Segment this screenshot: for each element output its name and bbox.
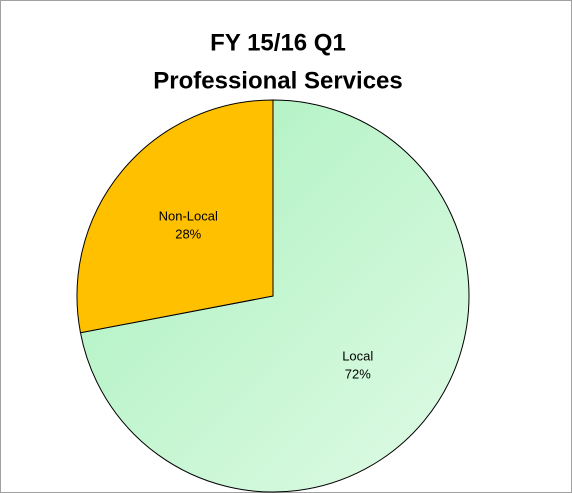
pie-slice xyxy=(79,99,470,493)
slice-value: 72% xyxy=(345,367,371,382)
chart-title: Professional Services xyxy=(153,67,402,94)
pie-slice xyxy=(76,99,274,334)
slice-label: Local xyxy=(342,349,373,364)
slice-label: Non-Local xyxy=(159,208,218,223)
chart-title: FY 15/16 Q1 xyxy=(210,29,346,56)
slice-value: 28% xyxy=(175,226,201,241)
